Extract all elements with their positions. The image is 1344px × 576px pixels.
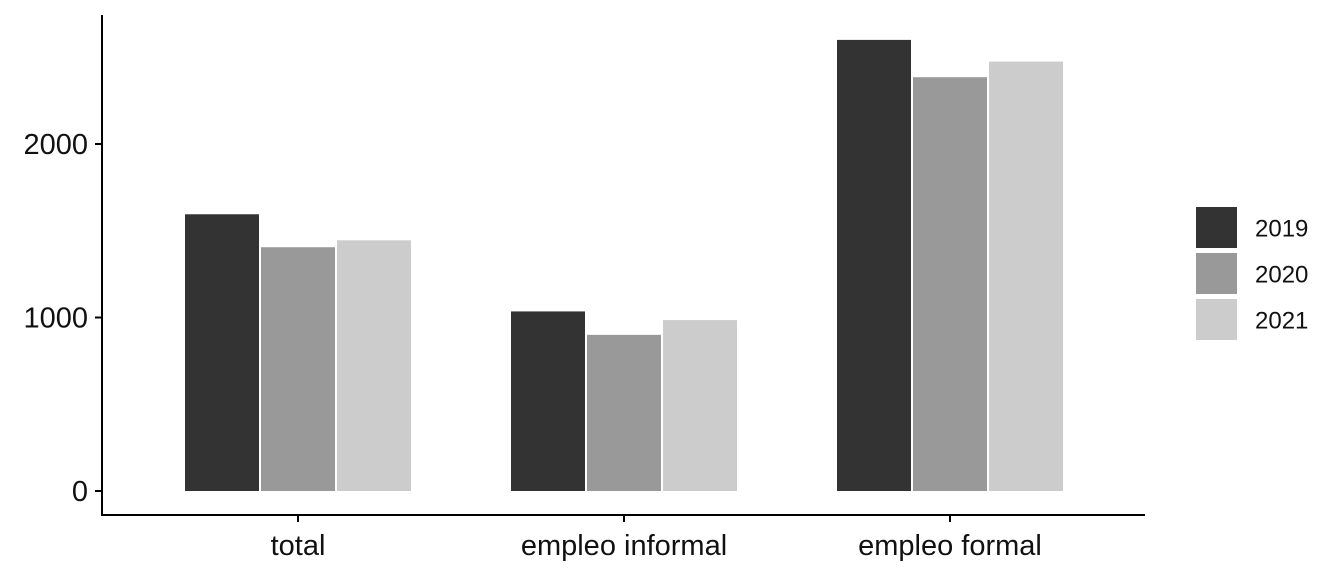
legend-swatch-2021 <box>1196 299 1237 340</box>
y-tick-label: 2000 <box>23 129 88 161</box>
x-tick-label: empleo formal <box>858 530 1042 562</box>
legend-label: 2021 <box>1255 308 1308 335</box>
bar-empleo-informal-2021 <box>663 320 737 491</box>
legend-label: 2019 <box>1255 216 1308 243</box>
bar-empleo-informal-2020 <box>587 334 661 491</box>
bar-empleo-informal-2019 <box>511 311 585 491</box>
bar-empleo-formal-2020 <box>913 77 987 491</box>
legend: 2019 2020 2021 <box>1196 207 1308 340</box>
bar-total-2021 <box>337 240 411 491</box>
legend-label: 2020 <box>1255 262 1308 289</box>
x-axis-ticks: total empleo informal empleo formal <box>271 515 1042 562</box>
bar-empleo-formal-2021 <box>989 61 1063 492</box>
y-tick-label: 1000 <box>23 303 88 335</box>
y-axis-ticks: 0 1000 2000 <box>23 129 102 508</box>
bar-total-2020 <box>261 247 335 491</box>
x-tick-label: empleo informal <box>521 530 727 562</box>
legend-swatch-2019 <box>1196 207 1237 248</box>
legend-swatch-2020 <box>1196 253 1237 294</box>
y-tick-label: 0 <box>72 476 88 508</box>
bars <box>185 39 1063 492</box>
bar-empleo-formal-2019 <box>837 39 911 492</box>
x-tick-label: total <box>271 530 326 562</box>
bar-total-2019 <box>185 214 259 491</box>
